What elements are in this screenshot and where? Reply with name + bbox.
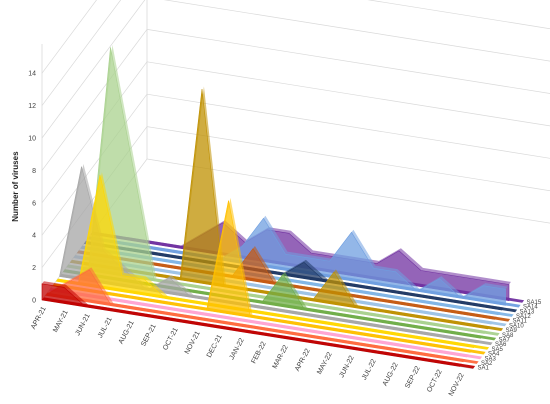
series-label-sa3: SA3 xyxy=(485,356,497,362)
x-tick-label: AUG-21 xyxy=(118,320,136,346)
x-tick-label: APR-22 xyxy=(294,348,312,373)
x-tick-label: JUN-22 xyxy=(338,355,355,379)
x-tick-label: APR-21 xyxy=(30,306,48,331)
gridline-back-6 xyxy=(146,61,550,127)
gridline-back-12 xyxy=(367,0,550,30)
series-sa5 xyxy=(55,172,490,350)
gridline-back-14 xyxy=(147,0,550,3)
y-tick-label: 4 xyxy=(32,233,36,240)
series-area-top-sa3 xyxy=(49,288,469,358)
y-axis-title: Number of viruses xyxy=(11,151,20,222)
series-area-sa14 xyxy=(87,217,506,306)
series-area-top-sa11 xyxy=(77,246,497,320)
series-label-sa9: SA9 xyxy=(506,328,518,334)
series-label-sa10: SA10 xyxy=(509,323,524,329)
gridline-left-4 xyxy=(41,93,148,236)
series-sa3 xyxy=(48,288,483,360)
gridline-left-6 xyxy=(41,61,148,204)
series-sa2 xyxy=(44,267,479,364)
x-tick-label: FEB-22 xyxy=(250,341,267,365)
x-tick-label: SEP-21 xyxy=(140,323,158,348)
x-tick-label: JUL-22 xyxy=(361,358,378,381)
y-tick-label: 0 xyxy=(32,298,36,305)
series-label-sa6: SA6 xyxy=(495,342,507,348)
series-label-sa15: SA15 xyxy=(527,300,542,306)
x-tick-label: MAY-21 xyxy=(52,309,70,334)
series-label-sa7: SA7 xyxy=(499,338,511,344)
x-tick-label: DEC-21 xyxy=(206,334,224,359)
y-tick-label: 12 xyxy=(28,103,36,110)
series-labels: SA15SA14SA13SA12SA11SA10SA9SA8SA7SA6SA5S… xyxy=(478,300,542,372)
x-tick-label: NOV-22 xyxy=(448,372,466,397)
gridline-back-0 xyxy=(146,158,550,224)
y-tick-label: 8 xyxy=(32,168,36,175)
y-tick-label: 2 xyxy=(32,265,36,272)
series-label-sa14: SA14 xyxy=(523,305,538,311)
gridline-back-2 xyxy=(146,126,550,192)
x-tick-label: MAR-22 xyxy=(272,344,290,370)
series-area-sa1 xyxy=(41,283,461,367)
gridline-left-10 xyxy=(41,0,146,139)
series-area-sa13 xyxy=(83,243,503,311)
series-sa1 xyxy=(41,281,476,369)
x-tick-label: JUN-21 xyxy=(74,313,91,337)
back-walls xyxy=(41,0,148,300)
gridline-back-4 xyxy=(146,93,550,159)
series-area-sa3 xyxy=(48,290,468,358)
series-area-top-sa1 xyxy=(42,281,462,367)
x-tick-label: OCT-22 xyxy=(426,369,444,394)
y-tick-label: 6 xyxy=(32,200,36,207)
x-tick-label: NOV-21 xyxy=(184,330,202,355)
y-tick-label: 14 xyxy=(28,71,36,78)
x-tick-label: MAY-22 xyxy=(316,351,334,376)
y-tick-label: 10 xyxy=(28,136,36,143)
series-label-sa8: SA8 xyxy=(502,333,514,339)
x-tick-label: OCT-21 xyxy=(162,327,180,352)
x-tick-label: JAN-22 xyxy=(229,337,246,361)
series-sa4 xyxy=(52,197,486,355)
series-label-sa1: SA1 xyxy=(478,366,490,372)
x-tick-label: SEP-22 xyxy=(404,365,422,390)
series-label-sa5: SA5 xyxy=(492,347,504,353)
gridline-left-14 xyxy=(41,0,97,74)
gridline-back-8 xyxy=(146,29,550,94)
series-label-sa4: SA4 xyxy=(488,352,500,358)
series-area-top-sa6 xyxy=(59,164,480,343)
series-label-sa11: SA11 xyxy=(513,319,528,325)
series-area-sa5 xyxy=(55,174,475,348)
gridline-back-10 xyxy=(163,0,550,62)
gridline-left-8 xyxy=(41,29,148,171)
y-tick-labels: 0 2 4 6 8 10 12 14 xyxy=(28,71,36,305)
x-tick-label: JUL-21 xyxy=(97,316,114,339)
series-area-sa4 xyxy=(52,200,471,353)
series-area-sa2 xyxy=(44,269,464,363)
series-label-sa2: SA2 xyxy=(481,361,493,367)
gridline-left-12 xyxy=(41,0,122,106)
series-label-sa13: SA13 xyxy=(520,309,535,315)
series-label-sa12: SA12 xyxy=(516,314,531,320)
series-layer xyxy=(41,44,525,369)
x-tick-label: AUG-22 xyxy=(382,362,400,388)
